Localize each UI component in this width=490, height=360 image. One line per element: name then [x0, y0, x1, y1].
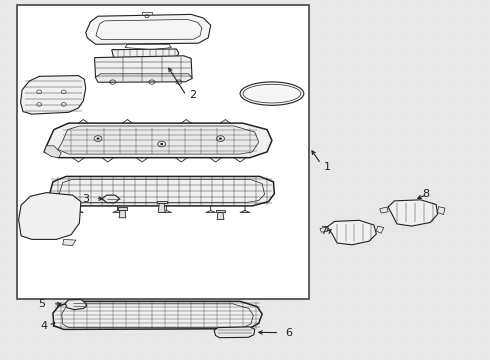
Circle shape — [219, 138, 222, 140]
Polygon shape — [53, 301, 262, 329]
Polygon shape — [119, 210, 126, 218]
Polygon shape — [327, 220, 376, 245]
Polygon shape — [21, 76, 86, 114]
Polygon shape — [58, 126, 259, 154]
Bar — [17, 5, 309, 299]
Polygon shape — [63, 239, 76, 246]
Text: 5: 5 — [39, 299, 46, 309]
Polygon shape — [112, 49, 179, 58]
Polygon shape — [95, 56, 192, 82]
Text: 3: 3 — [82, 194, 89, 204]
Polygon shape — [102, 195, 120, 203]
Circle shape — [97, 138, 99, 140]
Polygon shape — [376, 226, 384, 233]
Polygon shape — [48, 176, 274, 206]
Text: 7: 7 — [320, 226, 327, 236]
Polygon shape — [44, 123, 272, 158]
Polygon shape — [44, 146, 61, 158]
Text: 1: 1 — [323, 162, 330, 172]
Polygon shape — [19, 193, 81, 239]
Polygon shape — [320, 227, 327, 232]
Text: 4: 4 — [41, 321, 48, 331]
Polygon shape — [96, 74, 192, 82]
Polygon shape — [438, 207, 445, 215]
Polygon shape — [388, 200, 438, 226]
Polygon shape — [380, 207, 388, 213]
Polygon shape — [217, 212, 224, 220]
Circle shape — [160, 143, 163, 145]
Polygon shape — [86, 14, 211, 44]
Polygon shape — [118, 207, 127, 210]
Polygon shape — [158, 203, 165, 212]
Polygon shape — [216, 210, 225, 212]
Text: 2: 2 — [189, 90, 196, 100]
Polygon shape — [65, 300, 87, 310]
Ellipse shape — [240, 82, 304, 105]
Polygon shape — [157, 201, 167, 203]
Text: 8: 8 — [422, 189, 430, 199]
Text: 6: 6 — [285, 328, 292, 338]
Polygon shape — [214, 327, 255, 338]
